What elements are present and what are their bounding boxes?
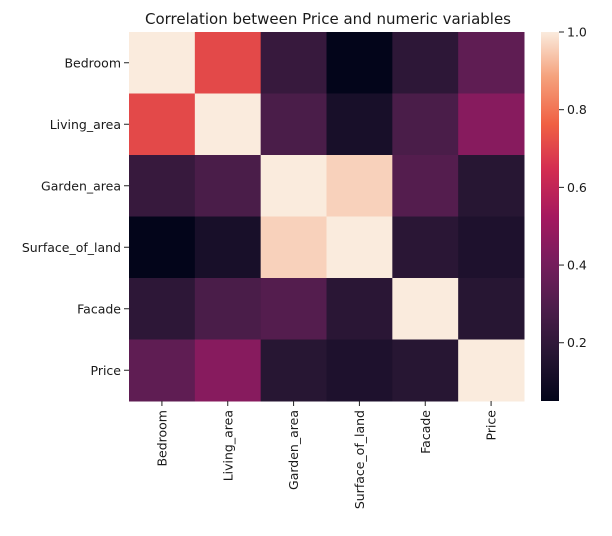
heatmap-cell [326,93,393,156]
y-tick-label: Price [91,363,122,378]
y-tick-label: Surface_of_land [22,240,121,255]
x-tick-label: Garden_area [286,410,301,490]
heatmap-cell [458,93,525,156]
colorbar [541,32,559,401]
heatmap-cell [194,32,262,94]
heatmap-cell [194,216,262,279]
heatmap-cell [392,155,459,217]
x-tick-label: Bedroom [154,410,169,467]
chart-title: Correlation between Price and numeric va… [145,10,511,28]
heatmap-cell [194,155,262,217]
heatmap-cell [194,278,262,340]
heatmap-cell [458,155,525,217]
heatmap-cell [392,278,459,340]
heatmap-cell [129,339,196,402]
heatmap-cell [392,339,459,402]
y-tick-label: Facade [77,301,121,316]
y-tick-label: Living_area [50,117,121,132]
colorbar-tick-label: 0.2 [567,335,587,350]
heatmap-cell [260,278,327,340]
heatmap-cell [129,93,196,156]
y-tick-label: Garden_area [41,178,121,193]
heatmap-cell [392,216,459,279]
heatmap-cell [194,339,262,402]
heatmap-cell [129,32,196,94]
y-axis-ticks: Bedroom Living_area Garden_area Surface_of_… [22,55,129,378]
heatmap-cell [326,155,393,217]
heatmap-cell [458,32,525,94]
heatmap-cell [458,216,525,279]
heatmap-cell [194,93,262,156]
heatmap-cell [260,155,327,217]
heatmap-cell [260,216,327,279]
heatmap-cell [129,216,196,279]
colorbar-tick-label: 0.8 [567,102,587,117]
heatmap-cell [260,339,327,402]
heatmap-cell [326,278,393,340]
x-tick-label: Facade [418,410,433,454]
y-tick-label: Bedroom [64,55,121,70]
x-axis-ticks: Bedroom Living_area Garden_area Surface_of_… [154,401,499,509]
x-tick-label: Surface_of_land [352,410,367,509]
colorbar-tick-label: 0.4 [567,258,587,273]
heatmap-cells [129,32,525,402]
x-tick-label: Living_area [220,410,235,481]
heatmap-cell [129,155,196,217]
heatmap-cell [458,339,525,402]
x-tick-label: Price [484,410,499,441]
heatmap-cell [458,278,525,340]
colorbar-ticks: 0.2 0.4 0.6 0.8 1.0 [559,25,587,350]
colorbar-tick-label: 1.0 [567,25,587,40]
heatmap-cell [129,278,196,340]
heatmap-cell [326,32,393,94]
heatmap-cell [326,339,393,402]
heatmap-cell [392,93,459,156]
heatmap-cell [260,93,327,156]
heatmap-cell [326,216,393,279]
heatmap-cell [260,32,327,94]
colorbar-tick-label: 0.6 [567,180,587,195]
heatmap-cell [392,32,459,94]
